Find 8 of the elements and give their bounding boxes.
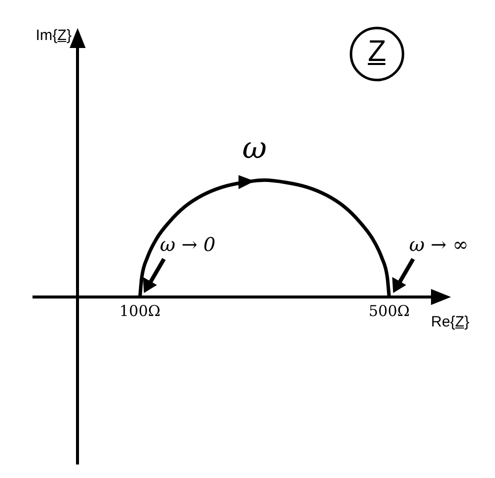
annotation: ω → ∞ xyxy=(409,234,468,256)
text: Z̲ xyxy=(366,35,388,69)
annotation: ω → 0 xyxy=(160,234,216,256)
x-tick-label: 100Ω xyxy=(119,302,160,320)
x-tick-label: 500Ω xyxy=(368,302,410,320)
text: Im{Z̲} xyxy=(36,27,72,44)
x-axis-title: Re{Z̲} xyxy=(431,314,470,331)
annotation: ω xyxy=(242,131,267,166)
